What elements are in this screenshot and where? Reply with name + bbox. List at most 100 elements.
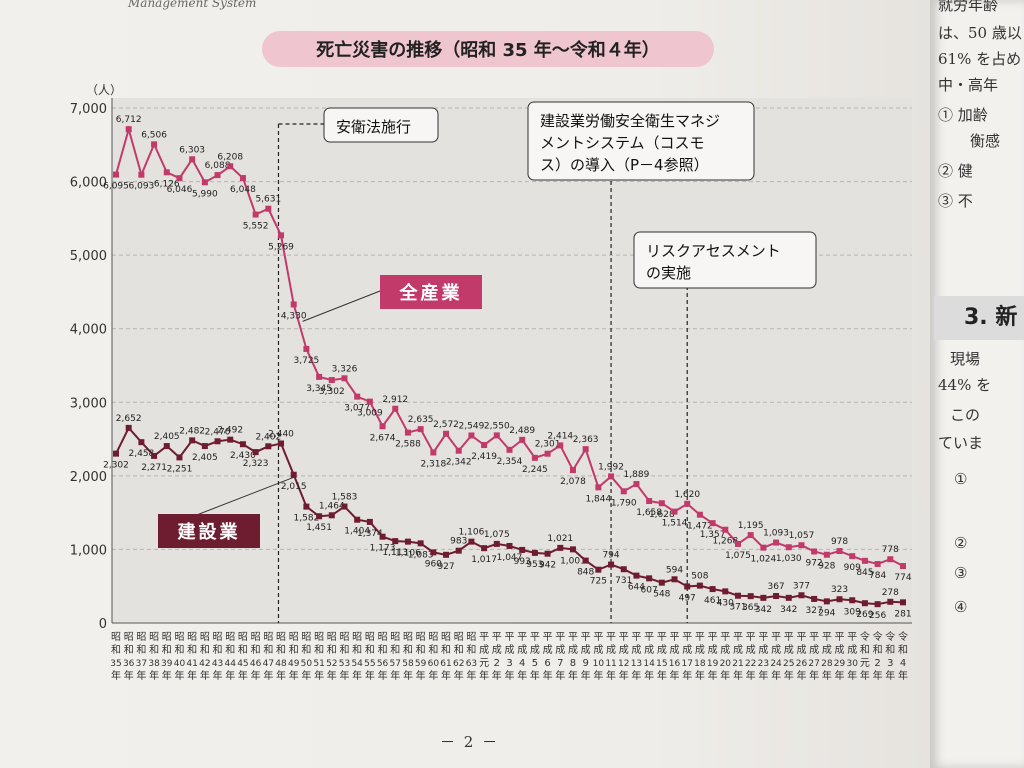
data-point <box>798 542 805 549</box>
svg-text:昭: 昭 <box>466 631 476 643</box>
x-tick-label: 昭和 59年 <box>415 631 427 682</box>
data-label: 1,021 <box>547 534 573 544</box>
data-point <box>201 179 208 186</box>
facing-text-line: 就労年齢 <box>938 0 999 14</box>
data-label: 2,458 <box>129 449 155 459</box>
data-label: 2,419 <box>471 452 497 462</box>
svg-text:平: 平 <box>847 632 857 643</box>
facing-text-line: 44% を <box>938 376 992 394</box>
data-point <box>861 557 868 564</box>
data-label: 2,078 <box>560 477 586 487</box>
data-point <box>861 600 868 607</box>
svg-text:29: 29 <box>834 659 846 669</box>
data-label: 6,093 <box>129 182 155 192</box>
data-label: 1,195 <box>738 521 764 531</box>
data-point <box>722 588 729 595</box>
x-tick-label: 昭和 36年 <box>123 631 135 682</box>
legend-all-industries: 全産業 <box>302 275 482 322</box>
x-tick-label: 平成 3年 <box>505 632 515 682</box>
data-point <box>760 594 767 601</box>
svg-text:成: 成 <box>733 644 743 656</box>
data-point <box>582 557 589 564</box>
svg-text:和: 和 <box>213 644 223 656</box>
data-point <box>646 498 653 505</box>
data-label: 6,126 <box>154 179 180 189</box>
svg-text:平: 平 <box>835 632 845 643</box>
svg-text:昭: 昭 <box>454 631 464 643</box>
svg-text:和: 和 <box>898 644 908 656</box>
x-tick-label: 昭和 41年 <box>186 631 197 682</box>
data-point <box>379 533 386 540</box>
svg-text:平: 平 <box>606 632 616 643</box>
svg-text:57: 57 <box>390 659 401 669</box>
svg-text:平: 平 <box>670 632 680 643</box>
data-label: 784 <box>869 571 886 581</box>
data-label: 1,057 <box>789 531 815 541</box>
data-point <box>227 163 234 170</box>
svg-text:年: 年 <box>276 669 286 682</box>
svg-text:平: 平 <box>682 632 692 643</box>
data-point <box>176 454 183 461</box>
data-label: 1,106 <box>459 528 485 538</box>
x-tick-label: 昭和 61年 <box>440 631 451 682</box>
svg-text:和: 和 <box>263 644 273 656</box>
data-label: 1,620 <box>674 490 700 500</box>
svg-text:成: 成 <box>479 644 489 656</box>
svg-text:15: 15 <box>656 659 667 669</box>
svg-text:成: 成 <box>822 644 832 656</box>
y-tick-label: 7,000 <box>70 102 107 117</box>
data-label: 2,635 <box>408 415 434 425</box>
svg-text:年: 年 <box>631 669 641 682</box>
data-point <box>227 436 234 443</box>
data-label: 2,405 <box>192 453 218 463</box>
x-tick-label: 令和 2年 <box>873 630 883 682</box>
svg-text:46: 46 <box>250 659 262 669</box>
svg-text:年: 年 <box>136 669 146 682</box>
data-label: 5,552 <box>243 222 269 232</box>
data-point <box>734 592 741 599</box>
svg-text:和: 和 <box>136 644 146 656</box>
svg-text:和: 和 <box>149 644 159 656</box>
data-point <box>481 442 488 449</box>
data-label: 2,342 <box>446 458 472 468</box>
data-label: 323 <box>831 585 848 595</box>
svg-text:41: 41 <box>186 659 197 669</box>
data-label: 367 <box>767 582 784 592</box>
data-point <box>887 598 894 605</box>
data-label: 497 <box>679 593 696 603</box>
data-label: 2,588 <box>395 440 421 450</box>
svg-text:年: 年 <box>492 669 502 682</box>
svg-text:昭: 昭 <box>276 631 286 643</box>
svg-text:年: 年 <box>619 669 629 682</box>
data-label: 294 <box>818 608 835 618</box>
svg-text:23: 23 <box>758 659 769 669</box>
svg-text:62: 62 <box>453 659 464 669</box>
svg-text:16: 16 <box>669 659 681 669</box>
x-tick-label: 昭和 62年 <box>453 631 464 682</box>
data-label: 1,514 <box>662 519 688 529</box>
x-tick-label: 平成 4年 <box>517 632 527 682</box>
x-tick-label: 平成 14年 <box>643 632 655 682</box>
svg-text:和: 和 <box>416 644 426 656</box>
svg-text:成: 成 <box>593 644 603 656</box>
svg-text:42: 42 <box>199 659 210 669</box>
svg-text:和: 和 <box>885 644 895 656</box>
annotations: 安衛法施行 建設業労働安全衛生マネジメントシステム（コスモス）の導入（P－4参照）… <box>278 101 817 289</box>
x-tick-label: 昭和 42年 <box>199 631 210 682</box>
data-point <box>519 436 526 443</box>
data-point <box>722 526 729 533</box>
facing-page: 就労年齢 は、50 歳以 61% を占め 中・高年 ① 加齢 衡感 ② 健 ③ … <box>930 0 1024 768</box>
svg-text:年: 年 <box>251 669 261 682</box>
svg-text:平: 平 <box>746 632 756 643</box>
data-label: 607 <box>641 585 658 595</box>
data-label: 3,302 <box>319 387 345 397</box>
facing-text-line: この <box>950 406 981 424</box>
svg-text:成: 成 <box>606 644 616 656</box>
svg-text:昭: 昭 <box>428 631 438 643</box>
svg-text:30: 30 <box>846 659 858 669</box>
data-label: 1,582 <box>294 514 320 524</box>
svg-text:昭: 昭 <box>289 631 299 643</box>
data-label: 2,572 <box>433 420 459 430</box>
data-point <box>493 432 500 439</box>
